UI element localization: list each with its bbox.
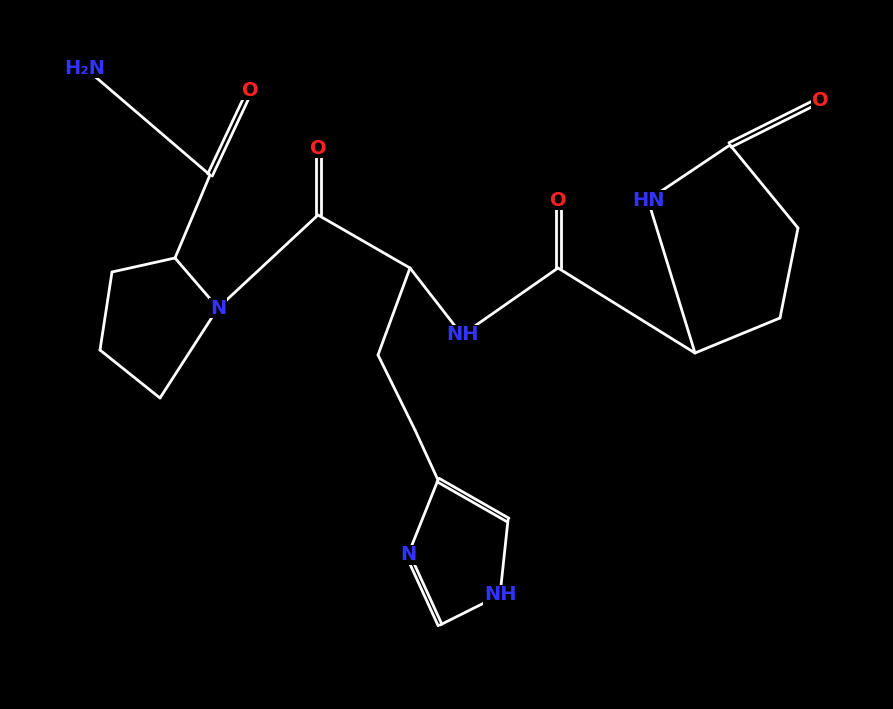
Text: NH: NH: [446, 325, 479, 345]
Text: O: O: [242, 81, 258, 99]
Text: NH: NH: [484, 586, 516, 605]
Text: N: N: [210, 298, 226, 318]
Text: O: O: [812, 91, 829, 109]
Text: HN: HN: [631, 191, 664, 209]
Text: H₂N: H₂N: [64, 59, 105, 77]
Text: O: O: [550, 191, 566, 209]
Text: N: N: [400, 545, 416, 564]
Text: H₂N: H₂N: [64, 59, 105, 77]
Text: N: N: [210, 298, 226, 318]
Text: O: O: [812, 91, 829, 109]
Text: O: O: [310, 138, 326, 157]
Text: O: O: [242, 81, 258, 99]
Text: O: O: [310, 138, 326, 157]
Text: NH: NH: [446, 325, 479, 345]
Text: O: O: [550, 191, 566, 209]
Text: N: N: [400, 545, 416, 564]
Text: NH: NH: [484, 586, 516, 605]
Text: HN: HN: [631, 191, 664, 209]
